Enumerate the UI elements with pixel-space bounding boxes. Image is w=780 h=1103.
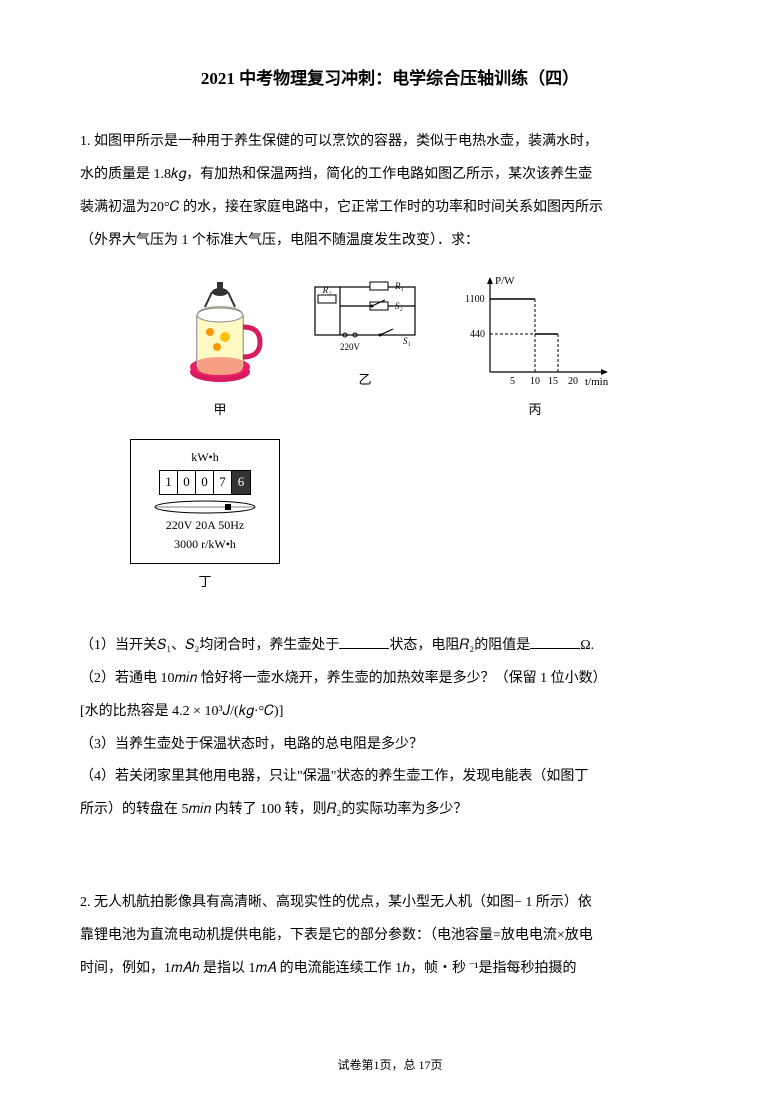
q1-part2b: [水的比热容是 4.2 × 10³𝐽/(𝑘𝑔·°𝐶)] — [80, 697, 700, 728]
meter-digit: 1 — [160, 471, 178, 494]
page-title: 2021 中考物理复习冲刺：电学综合压轴训练（四） — [80, 60, 700, 97]
svg-text:t/min: t/min — [585, 376, 609, 388]
meter-spec1: 220V 20A 50Hz — [166, 516, 244, 535]
q1-intro-line3: 装满初温为20°𝐶 的水，接在家庭电路中，它正常工作时的功率和时间关系如图丙所示 — [80, 193, 700, 224]
meter-digit: 7 — [214, 471, 232, 494]
svg-text:S₁: S₁ — [403, 336, 411, 346]
svg-text:P/W: P/W — [495, 275, 515, 287]
caption-jia: 甲 — [213, 396, 226, 425]
q1-part1: （1）当开关𝑆₁、𝑆₂均闭合时，养生壶处于 状态，电阻𝑅₂的阻值是 Ω. — [80, 631, 700, 662]
q1-part4a: （4）若关闭家里其他用电器，只让"保温"状态的养生壶工作，发现电能表（如图丁 — [80, 762, 700, 793]
q2-line2: 靠锂电池为直流电动机提供电能，下表是它的部分参数：（电池容量=放电电流×放电 — [80, 921, 700, 952]
q2-line1: 2. 无人机航拍影像具有高清晰、高现实性的优点，某小型无人机（如图− 1 所示）… — [80, 888, 700, 919]
caption-ding: 丁 — [198, 568, 211, 597]
q1-part4b: 所示）的转盘在 5𝑚𝑖𝑛 内转了 100 转，则𝑅₂的实际功率为多少？ — [80, 795, 700, 826]
q1-part3: （3）当养生壶处于保温状态时，电路的总电阻是多少？ — [80, 730, 700, 761]
q1-p1-text-c: Ω. — [580, 638, 594, 653]
caption-bing: 丙 — [528, 396, 541, 425]
figure-meter: kW•h 1 0 0 7 6 220V 20A 50Hz 3000 r/kW•h… — [130, 439, 280, 596]
meter-display: 1 0 0 7 6 — [159, 470, 251, 495]
figure-row-2: kW•h 1 0 0 7 6 220V 20A 50Hz 3000 r/kW•h… — [130, 439, 700, 596]
svg-text:220V: 220V — [340, 342, 361, 352]
svg-text:20: 20 — [568, 376, 578, 387]
svg-text:10: 10 — [530, 376, 540, 387]
power-graph-icon: P/W t/min 1100 440 5 10 15 20 — [460, 272, 610, 392]
meter-digit: 0 — [178, 471, 196, 494]
page-footer: 试卷第1页，总 17页 — [0, 1052, 780, 1078]
figure-graph: P/W t/min 1100 440 5 10 15 20 丙 — [460, 272, 610, 425]
svg-text:5: 5 — [510, 376, 515, 387]
q2-line3: 时间，例如，1𝑚𝐴ℎ 是指以 1𝑚𝐴 的电流能连续工作 1ℎ，帧・秒 ⁻¹是指每… — [80, 954, 700, 985]
blank-state[interactable] — [339, 635, 389, 649]
svg-text:15: 15 — [548, 376, 558, 387]
meter-disk-icon — [150, 498, 260, 516]
q1-intro-line1: 1. 如图甲所示是一种用于养生保健的可以烹饮的容器，类似于电热水壶，装满水时， — [80, 127, 700, 158]
q1-intro-line2: 水的质量是 1.8𝑘𝑔，有加热和保温两挡，简化的工作电路如图乙所示，某次该养生壶 — [80, 160, 700, 191]
kettle-icon — [175, 277, 265, 387]
svg-text:R₁: R₁ — [394, 281, 404, 291]
circuit-icon: R₂ R₁ S₂ 220V S₁ — [300, 272, 430, 362]
meter-digit: 6 — [232, 471, 250, 494]
figure-circuit: R₂ R₁ S₂ 220V S₁ 乙 — [300, 272, 430, 395]
meter-digit: 0 — [196, 471, 214, 494]
q1-intro-line4: （外界大气压为 1 个标准大气压，电阻不随温度发生改变）．求： — [80, 226, 700, 257]
meter-unit: kW•h — [191, 448, 219, 467]
svg-text:440: 440 — [470, 329, 485, 340]
svg-text:R₂: R₂ — [322, 285, 332, 295]
q1-p1-text-b: 状态，电阻𝑅₂的阻值是 — [389, 638, 530, 653]
figure-row-1: 甲 R₂ R₁ S₂ 220V S₁ — [80, 272, 700, 425]
caption-yi: 乙 — [358, 366, 371, 395]
figure-kettle: 甲 — [170, 272, 270, 425]
q1-p1-text-a: （1）当开关𝑆₁、𝑆₂均闭合时，养生壶处于 — [80, 638, 339, 653]
svg-text:S₂: S₂ — [395, 301, 403, 311]
blank-resistance[interactable] — [530, 635, 580, 649]
svg-text:1100: 1100 — [465, 294, 485, 305]
q1-part2: （2）若通电 10𝑚𝑖𝑛 恰好将一壶水烧开，养生壶的加热效率是多少？（保留 1 … — [80, 664, 700, 695]
meter-spec2: 3000 r/kW•h — [174, 535, 236, 554]
